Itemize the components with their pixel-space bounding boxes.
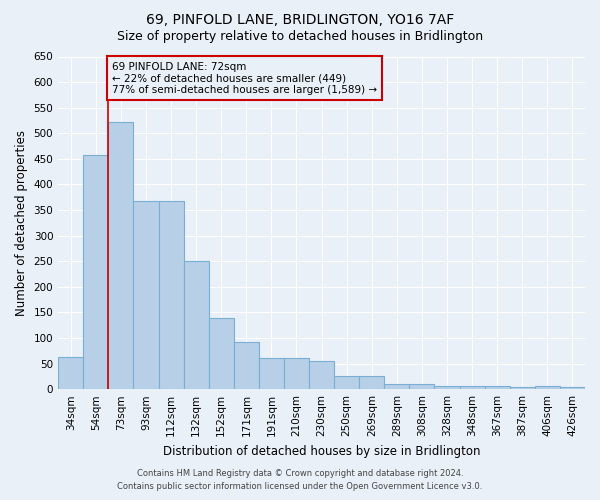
Bar: [560, 386, 585, 389]
X-axis label: Distribution of detached houses by size in Bridlington: Distribution of detached houses by size …: [163, 444, 481, 458]
Y-axis label: Number of detached properties: Number of detached properties: [15, 130, 28, 316]
Text: 69, PINFOLD LANE, BRIDLINGTON, YO16 7AF: 69, PINFOLD LANE, BRIDLINGTON, YO16 7AF: [146, 12, 454, 26]
Bar: [158, 201, 184, 389]
Bar: [409, 384, 434, 389]
Bar: [460, 386, 485, 389]
Text: Size of property relative to detached houses in Bridlington: Size of property relative to detached ho…: [117, 30, 483, 43]
Bar: [334, 376, 359, 389]
Bar: [109, 122, 133, 389]
Bar: [485, 386, 510, 389]
Text: 69 PINFOLD LANE: 72sqm
← 22% of detached houses are smaller (449)
77% of semi-de: 69 PINFOLD LANE: 72sqm ← 22% of detached…: [112, 62, 377, 95]
Bar: [510, 387, 535, 389]
Bar: [133, 201, 158, 389]
Bar: [209, 318, 234, 389]
Bar: [58, 357, 83, 389]
Bar: [359, 376, 385, 389]
Bar: [434, 386, 460, 389]
Bar: [385, 384, 409, 389]
Bar: [309, 361, 334, 389]
Text: Contains HM Land Registry data © Crown copyright and database right 2024.
Contai: Contains HM Land Registry data © Crown c…: [118, 470, 482, 491]
Bar: [83, 156, 109, 389]
Bar: [535, 386, 560, 389]
Bar: [234, 342, 259, 389]
Bar: [184, 261, 209, 389]
Bar: [259, 358, 284, 389]
Bar: [284, 358, 309, 389]
